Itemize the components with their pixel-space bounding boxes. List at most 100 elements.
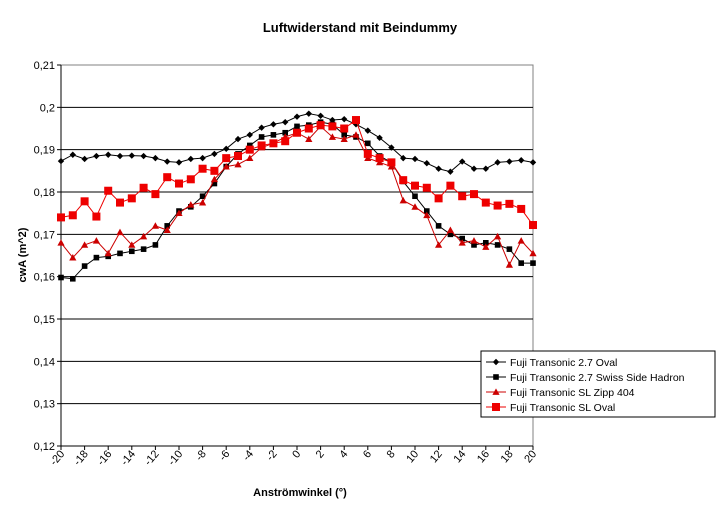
data-point (140, 246, 147, 252)
data-point (68, 211, 77, 220)
data-point (375, 154, 384, 163)
series-1 (57, 110, 537, 175)
x-axis-label: Anströmwinkel (°) (253, 487, 347, 499)
data-point (387, 158, 396, 167)
x-tick-label: -6 (217, 448, 232, 463)
data-point (305, 110, 312, 117)
y-tick-label: 0,15 (34, 314, 55, 326)
data-point (92, 237, 100, 244)
data-point (399, 196, 407, 204)
y-axis-label: cwA (m^2) (17, 227, 29, 282)
data-point (446, 181, 455, 190)
data-point (152, 154, 159, 162)
data-point (458, 239, 466, 246)
data-point (400, 154, 407, 162)
data-point (116, 198, 124, 207)
legend-entry: Fuji Transonic 2.7 Oval (486, 357, 617, 369)
data-point (434, 194, 443, 203)
data-point (105, 151, 112, 158)
data-point (140, 232, 148, 240)
data-point (234, 152, 242, 161)
data-point (164, 158, 171, 165)
data-point (328, 122, 337, 131)
data-point (151, 222, 159, 229)
legend-marker (492, 403, 500, 411)
legend-marker (493, 374, 499, 380)
data-point (517, 204, 526, 213)
x-tick-label: 18 (499, 448, 516, 465)
legend-label: Fuji Transonic 2.7 Swiss Side Hadron (510, 372, 685, 384)
data-point (459, 235, 465, 242)
data-point (270, 132, 277, 138)
data-point (163, 173, 172, 182)
data-point (222, 154, 231, 163)
legend-marker (492, 388, 500, 395)
data-point (317, 112, 324, 119)
data-point (316, 121, 325, 130)
data-point (459, 158, 466, 165)
data-point (446, 226, 454, 233)
data-point (529, 249, 537, 257)
data-point (412, 193, 418, 200)
data-point (304, 124, 313, 133)
data-point (57, 157, 65, 165)
data-point (340, 135, 348, 142)
x-tick-label: 14 (451, 448, 468, 465)
data-point (246, 131, 253, 139)
x-tick-label: 4 (337, 448, 350, 460)
data-point (93, 152, 100, 160)
data-point (305, 135, 313, 142)
data-point (164, 223, 170, 229)
data-point (518, 260, 524, 266)
x-tick-label: -10 (166, 448, 185, 468)
x-tick-label: -8 (193, 448, 208, 463)
series-layer (57, 110, 537, 282)
data-point (93, 254, 100, 261)
data-point (175, 179, 183, 188)
data-point (270, 121, 277, 128)
data-point (411, 203, 419, 210)
data-point (482, 243, 490, 250)
data-point (282, 129, 288, 136)
data-point (422, 183, 431, 192)
data-point (139, 183, 148, 192)
x-tick-label: 16 (475, 448, 492, 465)
data-point (530, 260, 536, 266)
legend-marker (492, 358, 500, 366)
data-point (175, 209, 183, 217)
data-point (399, 176, 408, 185)
y-tick-labels: 0,12 0,13 0,14 0,15 0,16 0,17 0,18 0,19 0,2 0,21 (34, 60, 55, 453)
y-tick-label: 0,17 (34, 229, 55, 241)
y-tick-label: 0,2 (40, 102, 55, 114)
data-point (447, 231, 454, 238)
data-point (493, 201, 502, 210)
data-point (69, 151, 76, 158)
data-point (411, 181, 419, 190)
data-point (506, 158, 513, 165)
data-point (388, 144, 395, 151)
data-point (529, 159, 537, 166)
data-point (258, 124, 265, 131)
data-point (294, 123, 300, 130)
data-point (364, 127, 371, 134)
data-point (481, 198, 490, 207)
legend-entry: Fuji Transonic SL Zipp 404 (486, 387, 635, 399)
data-point (163, 226, 171, 233)
data-point (199, 193, 206, 200)
data-point (282, 118, 289, 126)
legend: Fuji Transonic 2.7 Oval Fuji Transonic 2.… (480, 350, 716, 418)
data-point (92, 212, 101, 221)
data-point (104, 249, 112, 257)
data-point (211, 150, 218, 158)
y-tick-label: 0,12 (34, 441, 55, 453)
data-point (128, 241, 136, 248)
data-point (506, 246, 513, 252)
data-point (269, 139, 278, 148)
data-point (187, 155, 194, 163)
legend-box (480, 350, 716, 418)
data-point (116, 152, 124, 160)
x-tick-labels: -20 -18 -16 -14 -12 -10 -8 -6 -4 -2 0 2 4 6 8 10 12 14 16 1… (48, 446, 539, 468)
data-point (341, 115, 348, 123)
data-point (104, 186, 113, 195)
data-point (365, 140, 371, 147)
